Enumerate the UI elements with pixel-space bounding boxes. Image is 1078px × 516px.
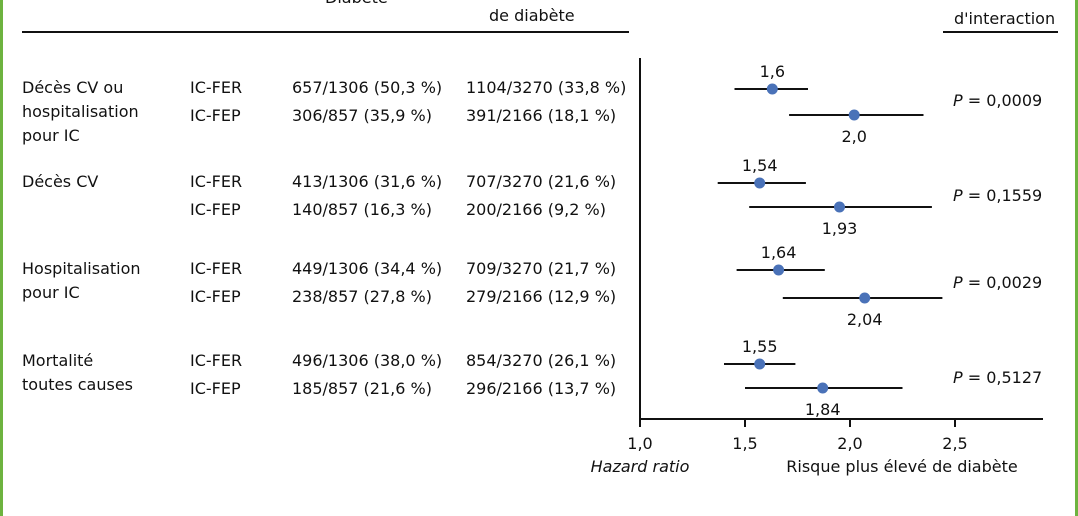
group-label-fep: IC-FEP (190, 287, 241, 306)
group-label-fep: IC-FEP (190, 200, 241, 219)
group-label-fer: IC-FER (190, 351, 243, 370)
p-interaction: P = 0,5127 (953, 368, 1042, 388)
value-fer-diabete: 449/1306 (34,4 %) (292, 259, 443, 278)
hazard-ratio-label: 1,6 (760, 62, 785, 81)
hazard-ratio-point (817, 382, 829, 394)
group-label-fep: IC-FEP (190, 106, 241, 125)
value-fer-sans-diabete: 709/3270 (21,7 %) (466, 259, 617, 278)
value-fep-diabete: 306/857 (35,9 %) (292, 106, 432, 125)
x-axis-label-right: Risque plus élevé de diabète (786, 457, 1017, 476)
hazard-ratio-label: 1,93 (822, 219, 858, 238)
hazard-ratio-label: 1,55 (742, 337, 778, 356)
group-label-fer: IC-FER (190, 172, 243, 191)
value-fep-sans-diabete: 200/2166 (9,2 %) (466, 200, 606, 219)
outcome-label: Hospitalisation (22, 259, 141, 278)
x-tick-label: 1,0 (627, 434, 652, 453)
hazard-ratio-point (754, 177, 766, 189)
outcome-label: pour IC (22, 126, 80, 145)
col-header-sans-diabete: de diabète (489, 6, 575, 25)
group-label-fep: IC-FEP (190, 379, 241, 398)
x-tick-label: 2,5 (942, 434, 967, 453)
hazard-ratio-label: 2,04 (847, 310, 883, 329)
value-fep-diabete: 238/857 (27,8 %) (292, 287, 432, 306)
outcome-label: hospitalisation (22, 102, 139, 121)
x-tick-label: 2,0 (837, 434, 862, 453)
hazard-ratio-point (773, 264, 785, 276)
x-axis-label: Hazard ratio (591, 457, 690, 476)
p-prefix: P (953, 368, 963, 387)
value-fer-sans-diabete: 707/3270 (21,6 %) (466, 172, 617, 191)
value-fer-sans-diabete: 854/3270 (26,1 %) (466, 351, 617, 370)
col-header-diabete: Diabète (325, 0, 388, 8)
value-fer-diabete: 413/1306 (31,6 %) (292, 172, 443, 191)
outcome-label: toutes causes (22, 375, 133, 394)
value-fep-diabete: 185/857 (21,6 %) (292, 379, 432, 398)
header-rule-right (943, 31, 1058, 33)
value-fep-sans-diabete: 296/2166 (13,7 %) (466, 379, 617, 398)
hazard-ratio-label: 1,54 (742, 156, 778, 175)
group-label-fer: IC-FER (190, 78, 243, 97)
value-fer-diabete: 657/1306 (50,3 %) (292, 78, 443, 97)
value-fep-diabete: 140/857 (16,3 %) (292, 200, 432, 219)
group-label-fer: IC-FER (190, 259, 243, 278)
outcome-label: Mortalité (22, 351, 94, 370)
p-prefix: P (953, 273, 963, 292)
outcome-label: pour IC (22, 283, 80, 302)
col-header-test-interaction: d'interaction (954, 9, 1056, 28)
x-tick-label: 1,5 (732, 434, 757, 453)
hazard-ratio-point (859, 292, 871, 304)
outcome-label: Décès CV ou (22, 78, 124, 97)
p-value: = 0,0009 (962, 91, 1043, 110)
hazard-ratio-point (848, 109, 860, 121)
p-value: = 0,5127 (962, 368, 1043, 387)
p-interaction: P = 0,0029 (953, 273, 1042, 293)
p-interaction: P = 0,1559 (953, 186, 1042, 206)
hazard-ratio-label: 2,0 (841, 127, 866, 146)
p-value: = 0,1559 (962, 186, 1043, 205)
value-fep-sans-diabete: 391/2166 (18,1 %) (466, 106, 617, 125)
p-prefix: P (953, 186, 963, 205)
hazard-ratio-point (834, 201, 845, 213)
value-fep-sans-diabete: 279/2166 (12,9 %) (466, 287, 617, 306)
value-fer-diabete: 496/1306 (38,0 %) (292, 351, 443, 370)
p-interaction: P = 0,0009 (953, 91, 1042, 111)
hazard-ratio-label: 1,84 (805, 400, 841, 419)
value-fer-sans-diabete: 1104/3270 (33,8 %) (466, 78, 627, 97)
hazard-ratio-label: 1,64 (761, 243, 797, 262)
hazard-ratio-point (754, 358, 766, 370)
p-value: = 0,0029 (962, 273, 1043, 292)
p-prefix: P (953, 91, 963, 110)
header-rule (22, 31, 629, 33)
outcome-label: Décès CV (22, 172, 99, 191)
hazard-ratio-point (766, 83, 778, 95)
